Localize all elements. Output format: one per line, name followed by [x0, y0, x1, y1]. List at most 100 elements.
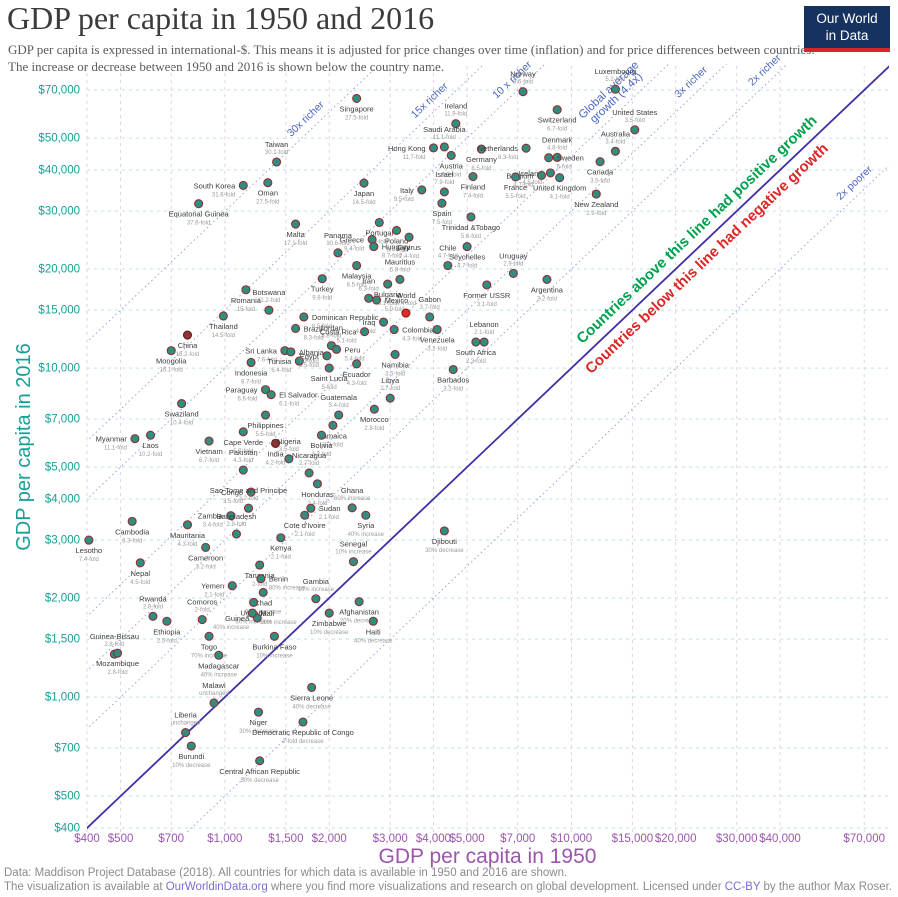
country-point[interactable] [247, 608, 257, 618]
country-point[interactable] [130, 434, 140, 444]
country-point[interactable] [372, 295, 382, 305]
country-point[interactable] [127, 516, 137, 526]
country-point[interactable] [238, 180, 248, 191]
country-point[interactable] [630, 125, 640, 135]
country-point[interactable] [591, 189, 601, 199]
country-point[interactable] [417, 185, 427, 195]
country-point[interactable] [322, 351, 332, 361]
country-point[interactable] [264, 305, 274, 315]
country-point[interactable] [177, 399, 187, 409]
country-point[interactable] [238, 427, 248, 437]
country-point[interactable] [352, 359, 362, 369]
country-point[interactable] [186, 741, 196, 751]
country-point[interactable] [182, 520, 193, 530]
country-point[interactable] [378, 317, 389, 327]
country-point[interactable] [204, 436, 214, 446]
country-point[interactable] [324, 608, 334, 618]
country-point[interactable] [246, 357, 256, 368]
country-point[interactable] [521, 143, 531, 153]
country-point[interactable] [260, 410, 271, 420]
country-point[interactable] [276, 533, 286, 543]
country-point[interactable] [361, 510, 371, 520]
country-point[interactable] [383, 279, 393, 289]
country-point[interactable] [364, 293, 374, 303]
country-point[interactable] [482, 280, 492, 290]
country-point[interactable] [243, 503, 254, 513]
country-point[interactable] [395, 274, 405, 284]
country-point[interactable] [544, 153, 554, 163]
country-point[interactable] [266, 390, 276, 400]
ccby-link[interactable]: CC-BY [724, 881, 761, 893]
country-point[interactable] [204, 631, 214, 641]
country-point[interactable] [542, 274, 552, 284]
country-point[interactable] [306, 503, 316, 513]
country-point[interactable] [439, 526, 449, 536]
country-point[interactable] [385, 393, 395, 403]
owid-link[interactable]: OurWorldinData.org [165, 881, 268, 893]
country-point[interactable] [468, 172, 478, 182]
country-point[interactable] [552, 105, 562, 115]
country-point[interactable] [231, 529, 242, 539]
country-point[interactable] [316, 430, 327, 440]
country-point[interactable] [197, 615, 207, 625]
country-point[interactable] [437, 198, 447, 208]
country-point[interactable] [209, 698, 219, 708]
country-point[interactable] [294, 356, 304, 366]
country-point[interactable] [148, 611, 158, 621]
country-point[interactable] [227, 581, 237, 591]
country-point[interactable] [272, 157, 282, 167]
country-point[interactable] [595, 157, 605, 167]
country-point[interactable] [369, 242, 379, 252]
country-point[interactable] [298, 717, 308, 727]
country-point[interactable] [284, 454, 294, 464]
country-point[interactable] [307, 682, 317, 692]
country-point[interactable] [333, 248, 343, 258]
country-point[interactable] [238, 465, 248, 475]
country-point[interactable] [439, 142, 449, 152]
country-point[interactable] [432, 324, 442, 335]
country-point[interactable] [270, 438, 281, 449]
country-point[interactable] [334, 410, 344, 420]
country-point[interactable] [291, 323, 301, 333]
country-point[interactable] [462, 242, 472, 252]
country-point[interactable] [311, 594, 321, 604]
country-point[interactable] [201, 542, 211, 552]
country-point[interactable] [369, 404, 379, 414]
country-point[interactable] [390, 349, 400, 360]
country-point[interactable] [256, 574, 266, 584]
country-point[interactable] [428, 143, 439, 153]
country-point[interactable] [352, 260, 362, 271]
country-point[interactable] [354, 597, 364, 607]
country-point[interactable] [359, 178, 369, 188]
country-point[interactable] [226, 511, 236, 521]
country-point[interactable] [166, 346, 176, 356]
country-point[interactable] [392, 225, 402, 236]
country-point[interactable] [352, 93, 362, 103]
country-point[interactable] [545, 168, 555, 178]
country-point[interactable] [286, 347, 296, 357]
country-point[interactable] [610, 146, 620, 156]
country-point[interactable] [446, 150, 456, 160]
country-point[interactable] [401, 308, 411, 318]
country-point[interactable] [555, 173, 565, 183]
country-point[interactable] [241, 285, 251, 295]
country-point[interactable] [328, 420, 338, 430]
country-point[interactable] [312, 479, 323, 489]
country-point[interactable] [536, 170, 547, 181]
country-point[interactable] [181, 728, 191, 738]
country-point[interactable] [347, 503, 357, 513]
country-point[interactable] [162, 616, 172, 626]
country-point[interactable] [443, 260, 453, 271]
country-point[interactable] [145, 430, 156, 440]
country-point[interactable] [84, 535, 94, 545]
country-point[interactable] [135, 558, 145, 568]
country-point[interactable] [348, 557, 359, 567]
country-point[interactable] [255, 756, 265, 766]
country-point[interactable] [389, 324, 399, 335]
country-point[interactable] [425, 312, 435, 322]
country-point[interactable] [258, 587, 268, 597]
country-point[interactable] [255, 560, 265, 570]
country-point[interactable] [246, 487, 256, 497]
country-point[interactable] [253, 707, 264, 717]
country-point[interactable] [194, 199, 204, 209]
